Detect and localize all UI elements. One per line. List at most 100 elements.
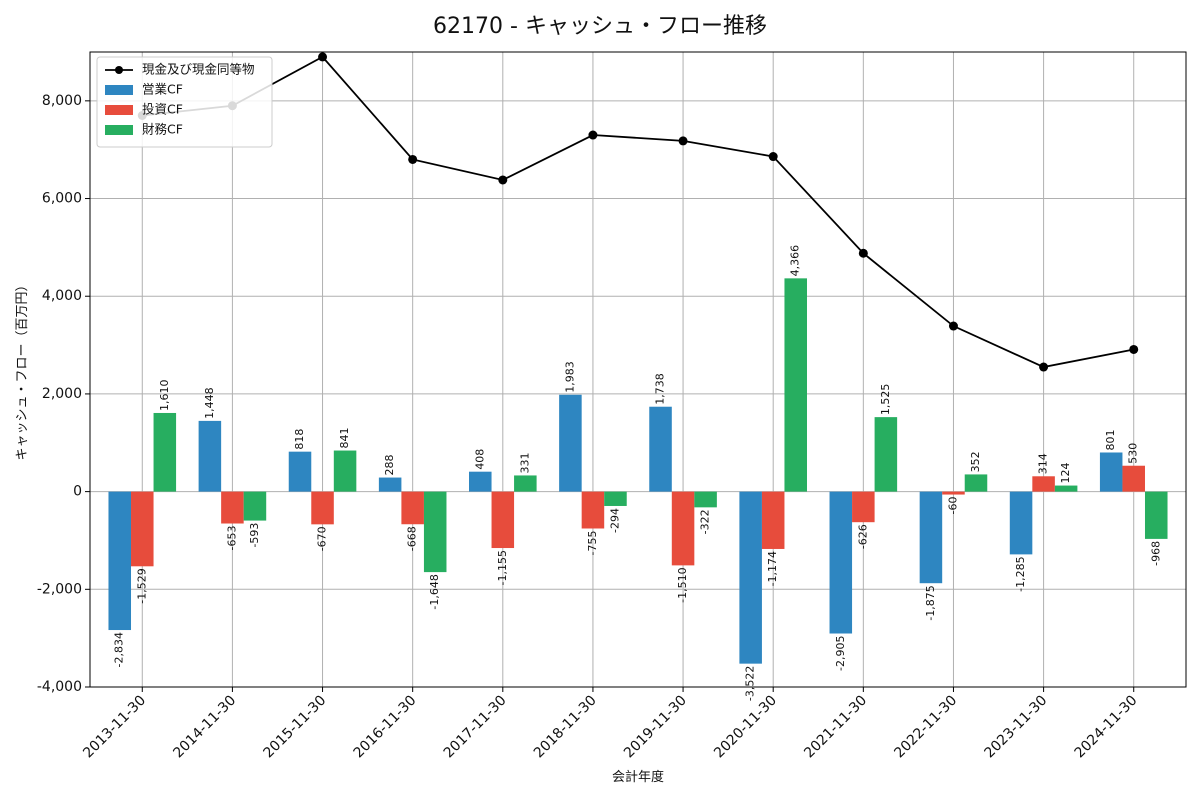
legend-label: 投資CF [142, 102, 183, 117]
bar-営業CF-2013-11-30 [108, 491, 132, 631]
bar-営業CF-2022-11-30 [919, 491, 943, 584]
bar-labels: -2,834 1,448 818 288 408 1,983 1,738 -3,522 -2,9… [113, 245, 1163, 701]
bar-投資CF-2022-11-30 [942, 491, 965, 495]
bar-value-label: -2,905 [834, 636, 847, 671]
chart-title: 62170 - キャッシュ・フロー推移 [433, 14, 767, 39]
bar-value-label: 408 [473, 449, 486, 470]
bar-value-label: 331 [518, 452, 531, 473]
bar-value-label: 1,448 [203, 387, 216, 419]
bar-営業CF-2018-11-30 [559, 394, 582, 492]
bar-value-label: -1,155 [496, 550, 509, 585]
bar-value-label: 1,983 [563, 361, 576, 393]
bar-value-label: 352 [969, 451, 982, 472]
bar-value-label: 530 [1127, 443, 1140, 464]
legend-label: 現金及び現金同等物 [142, 62, 255, 77]
bar-投資CF-2017-11-30 [491, 491, 515, 549]
bar-財務CF-2023-11-30 [1054, 485, 1078, 492]
bar-営業CF-2023-11-30 [1009, 491, 1033, 555]
y-tick-label: 4,000 [42, 288, 82, 304]
cash-point-2019-11-30 [678, 136, 688, 146]
bar-value-label: 801 [1104, 429, 1117, 450]
x-tick-label: 2013-11-30 [80, 693, 149, 762]
bar-営業CF-2015-11-30 [288, 451, 312, 492]
bar-投資CF-2015-11-30 [311, 491, 334, 525]
bar-投資CF-2016-11-30 [401, 491, 424, 525]
y-tick-label: 8,000 [42, 93, 82, 109]
bar-value-label: 314 [1037, 453, 1050, 474]
cash-equivalents-line [142, 55, 1134, 368]
bar-財務CF-2015-11-30 [333, 450, 357, 492]
bar-value-label: -60 [946, 497, 959, 515]
x-tick-label: 2021-11-30 [801, 693, 870, 762]
bar-財務CF-2017-11-30 [514, 475, 537, 492]
bar-value-label: -968 [1149, 541, 1162, 566]
bar-value-label: -653 [225, 526, 238, 551]
bar-投資CF-2024-11-30 [1122, 465, 1145, 492]
bar-財務CF-2018-11-30 [604, 491, 627, 506]
x-tick-label: 2016-11-30 [351, 693, 420, 762]
bar-投資CF-2019-11-30 [671, 491, 695, 566]
bar-財務CF-2014-11-30 [243, 491, 267, 521]
y-tick-label: -2,000 [37, 581, 82, 597]
bar-財務CF-2016-11-30 [423, 491, 447, 573]
y-tick-label: 0 [73, 484, 82, 500]
bar-value-label: -2,834 [113, 632, 126, 667]
bar-投資CF-2013-11-30 [131, 491, 154, 567]
y-axis-label: キャッシュ・フロー（百万円） [15, 278, 30, 460]
x-tick-label: 2020-11-30 [711, 693, 780, 762]
y-tick-label: 6,000 [42, 191, 82, 207]
legend-swatch [105, 85, 133, 95]
cash-point-2018-11-30 [588, 130, 598, 140]
legend-marker [115, 66, 123, 74]
bar-value-label: -1,510 [676, 567, 689, 602]
bar-value-label: 818 [293, 429, 306, 450]
y-tick-label: 2,000 [42, 386, 82, 402]
bar-value-label: -294 [608, 508, 621, 533]
x-tick-label: 2014-11-30 [170, 693, 239, 762]
cash-point-2024-11-30 [1129, 344, 1139, 354]
x-tick-label: 2019-11-30 [621, 693, 690, 762]
bar-営業CF-2014-11-30 [198, 420, 222, 492]
bar-財務CF-2019-11-30 [694, 491, 717, 508]
legend-label: 財務CF [142, 122, 183, 137]
legend-box [96, 56, 273, 148]
cash-point-2015-11-30 [318, 52, 328, 62]
x-tick-label: 2017-11-30 [441, 693, 510, 762]
y-tick-label: -4,000 [37, 679, 82, 695]
x-tick-label: 2023-11-30 [982, 693, 1051, 762]
bar-投資CF-2018-11-30 [581, 491, 605, 529]
bar-value-label: -1,648 [428, 574, 441, 609]
bar-value-label: -670 [316, 526, 329, 551]
bar-営業CF-2016-11-30 [378, 477, 402, 492]
bar-value-label: -668 [406, 526, 419, 551]
cash-point-2021-11-30 [858, 248, 868, 258]
bar-財務CF-2020-11-30 [784, 278, 807, 492]
x-tick-label: 2018-11-30 [531, 693, 600, 762]
bar-投資CF-2023-11-30 [1032, 476, 1055, 492]
bar-value-label: -1,529 [135, 568, 148, 603]
bar-value-label: -1,875 [924, 585, 937, 620]
bar-営業CF-2019-11-30 [649, 406, 672, 492]
cash-point-2020-11-30 [768, 152, 778, 162]
bar-value-label: 4,366 [789, 245, 802, 277]
bar-営業CF-2021-11-30 [829, 491, 853, 634]
bar-value-label: 1,738 [654, 373, 667, 405]
x-axis-label: 会計年度 [612, 769, 664, 785]
bar-投資CF-2014-11-30 [221, 491, 244, 524]
bar-value-label: -755 [586, 530, 599, 555]
bar-営業CF-2017-11-30 [469, 471, 492, 492]
bar-value-label: -3,522 [744, 666, 757, 701]
bar-財務CF-2021-11-30 [874, 417, 898, 492]
plot-frame [89, 51, 1187, 688]
x-tick-label: 2024-11-30 [1072, 693, 1141, 762]
bar-value-label: 288 [383, 455, 396, 476]
bar-value-label: 124 [1059, 463, 1072, 484]
bar-営業CF-2020-11-30 [739, 491, 762, 664]
x-tick-label: 2015-11-30 [261, 693, 330, 762]
bar-value-label: 1,525 [879, 384, 892, 416]
x-tick-label: 2022-11-30 [891, 693, 960, 762]
bar-投資CF-2020-11-30 [761, 491, 785, 549]
legend-swatch [105, 125, 133, 135]
